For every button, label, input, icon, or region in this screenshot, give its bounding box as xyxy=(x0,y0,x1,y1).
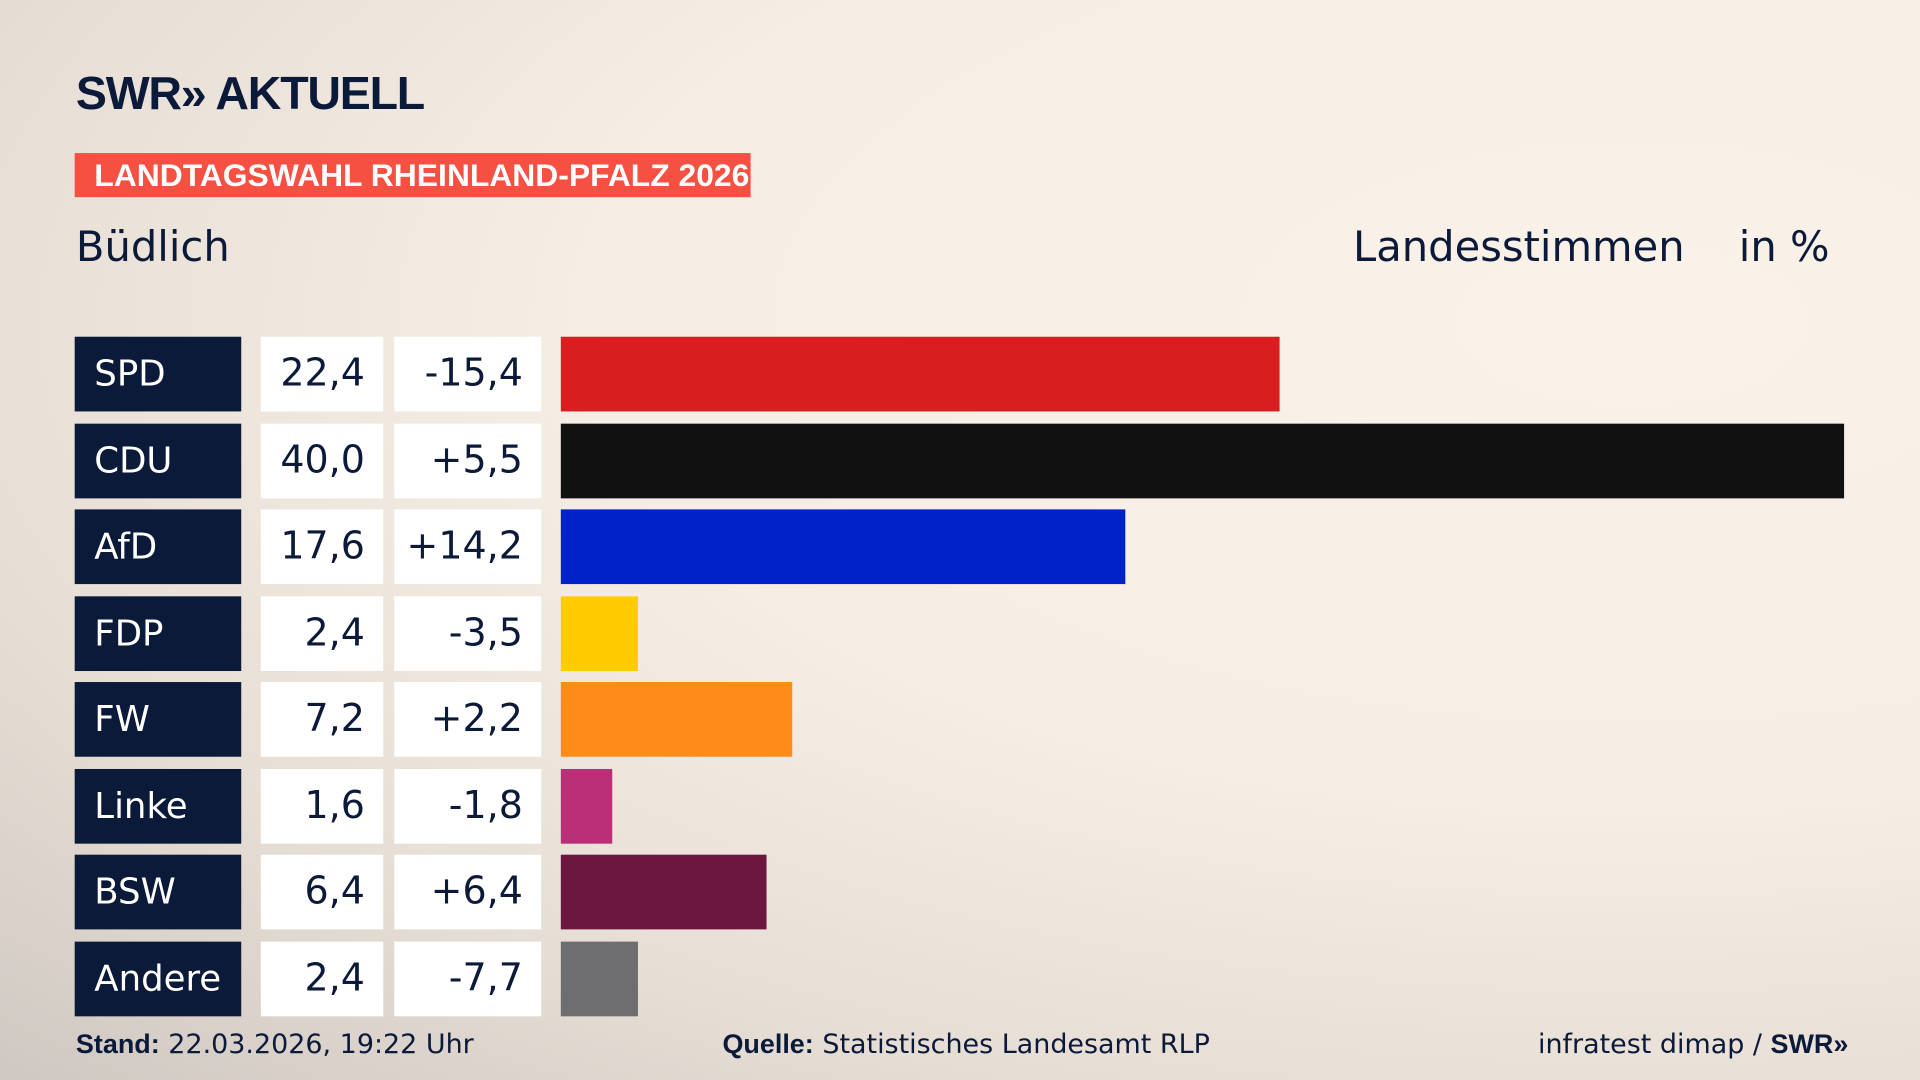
value-label: 2,4 xyxy=(260,595,384,671)
party-label: CDU xyxy=(74,423,242,498)
party-label: BSW xyxy=(74,854,242,930)
party-label: AfD xyxy=(74,509,242,585)
value-label: 6,4 xyxy=(260,854,384,930)
party-label: SPD xyxy=(74,336,242,412)
value-label: 22,4 xyxy=(260,336,384,412)
diff-label: +2,2 xyxy=(394,682,542,757)
diff-label: -1,8 xyxy=(394,768,542,844)
source-value: Statistisches Landesamt RLP xyxy=(822,1029,1210,1061)
diff-label: +14,2 xyxy=(394,509,542,585)
diff-label: +6,4 xyxy=(394,854,542,930)
vote-type-label: Landesstimmen xyxy=(1353,222,1685,272)
bar xyxy=(560,423,1845,498)
bar xyxy=(560,854,767,930)
party-label: FW xyxy=(74,682,242,757)
value-label: 40,0 xyxy=(260,423,384,498)
party-label: Andere xyxy=(74,941,242,1016)
bar xyxy=(560,941,638,1016)
bar xyxy=(560,768,613,844)
diff-label: +5,5 xyxy=(394,423,542,498)
stand-label: Stand: xyxy=(75,1028,160,1060)
diff-label: -15,4 xyxy=(394,336,542,412)
diff-label: -7,7 xyxy=(394,941,542,1016)
source: Quelle: Statistisches Landesamt RLP xyxy=(722,1029,1209,1061)
election-badge: LANDTAGSWAHL RHEINLAND-PFALZ 2026 xyxy=(74,153,751,198)
credit: infratest dimap / SWR» xyxy=(1538,1029,1848,1061)
swr-aktuell-logo: SWR» AKTUELL xyxy=(75,68,425,121)
value-label: 17,6 xyxy=(260,509,384,585)
value-label: 2,4 xyxy=(260,941,384,1016)
diff-label: -3,5 xyxy=(394,595,542,671)
party-label: FDP xyxy=(74,595,242,671)
unit-label: in % xyxy=(1738,222,1830,272)
stand-value: 22.03.2026, 19:22 Uhr xyxy=(168,1029,474,1061)
value-label: 7,2 xyxy=(260,682,384,757)
bar xyxy=(560,336,1280,412)
party-label: Linke xyxy=(74,768,242,844)
bar xyxy=(560,595,638,671)
value-label: 1,6 xyxy=(260,768,384,844)
bar xyxy=(560,509,1126,585)
timestamp: Stand: 22.03.2026, 19:22 Uhr xyxy=(76,1029,474,1061)
credit-text: infratest dimap / xyxy=(1537,1029,1771,1061)
place-name: Büdlich xyxy=(75,222,230,272)
bar xyxy=(560,682,792,757)
source-label: Quelle: xyxy=(722,1028,814,1060)
swr-logo: SWR» xyxy=(1770,1028,1849,1060)
